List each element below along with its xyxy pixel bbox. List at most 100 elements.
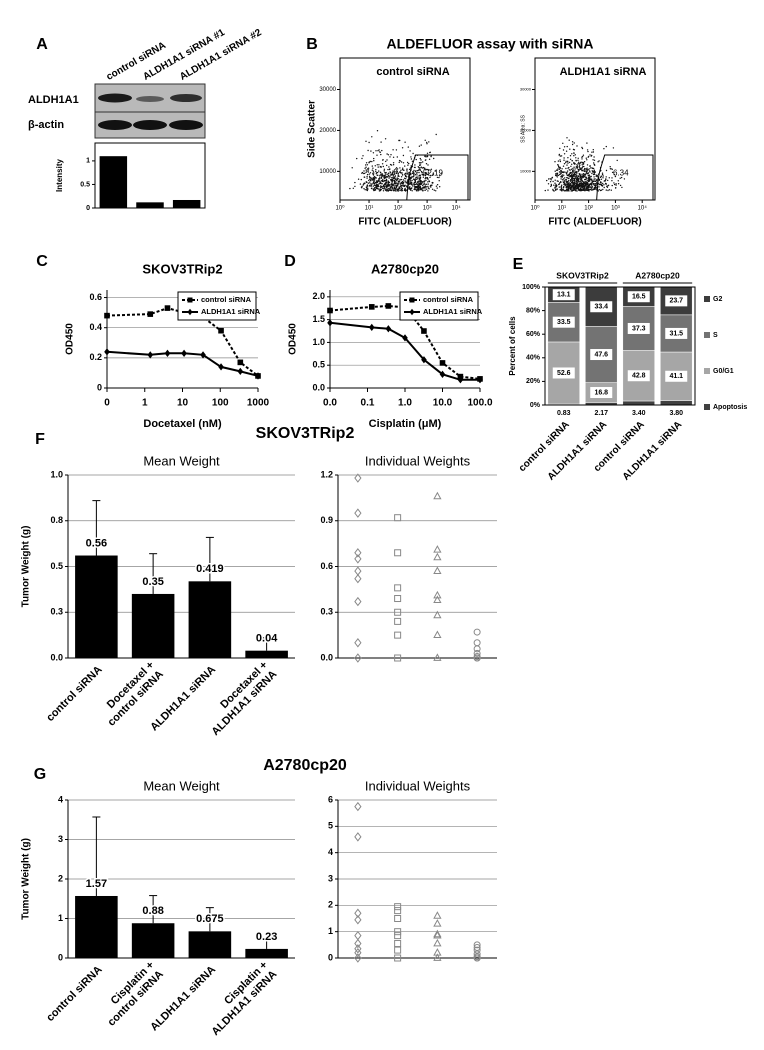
event-dot	[556, 174, 559, 176]
event-dot	[566, 137, 568, 139]
event-dot	[561, 179, 564, 181]
blot-band-label: β-actin	[28, 119, 64, 131]
label-box	[665, 327, 688, 339]
event-dot	[565, 185, 568, 187]
event-dot	[418, 182, 420, 184]
event-dot	[357, 178, 360, 180]
event-dot	[582, 154, 585, 156]
event-dot	[366, 168, 369, 170]
y-tick-label: 1.0	[50, 469, 63, 479]
legend-label: S	[713, 332, 718, 339]
event-dot	[409, 177, 411, 179]
event-dot	[382, 159, 384, 161]
event-dot	[589, 171, 591, 173]
event-dot	[579, 175, 582, 178]
event-dot	[414, 178, 416, 180]
marker	[327, 319, 333, 327]
event-dot	[610, 189, 612, 191]
event-dot	[398, 182, 400, 184]
event-dot	[552, 188, 554, 191]
event-dot	[556, 172, 559, 175]
event-dot	[574, 163, 576, 165]
marker	[394, 595, 402, 603]
data-label: 16.8	[594, 389, 608, 396]
marker	[433, 919, 442, 927]
event-dot	[420, 183, 423, 185]
event-dot	[605, 176, 607, 178]
event-dot	[427, 181, 429, 183]
event-dot	[400, 169, 402, 171]
event-dot	[365, 171, 367, 173]
event-dot	[417, 169, 420, 171]
marker	[433, 911, 442, 919]
x-tick-label: 10³	[423, 206, 432, 212]
event-dot	[372, 185, 374, 187]
event-dot	[579, 161, 582, 164]
event-dot	[402, 167, 404, 169]
event-dot	[573, 161, 575, 164]
marker	[402, 334, 408, 342]
event-dot	[372, 172, 375, 174]
event-dot	[378, 164, 380, 166]
event-dot	[428, 158, 431, 160]
event-dot	[363, 188, 365, 190]
series-line	[106, 307, 259, 377]
series-line	[329, 321, 480, 381]
label-box	[665, 370, 688, 382]
marker	[354, 915, 362, 925]
event-dot	[418, 171, 420, 174]
event-dot	[579, 180, 581, 183]
event-dot	[370, 150, 372, 152]
event-dot	[603, 184, 605, 186]
event-dot	[577, 159, 579, 161]
panel-letter: A	[36, 36, 48, 53]
event-dot	[561, 168, 563, 170]
y-tick-label: 0.0	[320, 652, 333, 662]
event-dot	[571, 143, 574, 146]
event-dot	[569, 179, 572, 181]
event-dot	[584, 181, 586, 184]
label-box	[552, 289, 575, 301]
y-tick-label: 0.0	[50, 652, 63, 662]
marker	[439, 370, 446, 378]
event-dot	[571, 184, 573, 186]
event-dot	[388, 175, 390, 177]
event-dot	[600, 178, 603, 180]
event-dot	[549, 181, 552, 183]
event-dot	[569, 172, 571, 175]
marker	[368, 323, 375, 332]
event-dot	[362, 155, 364, 157]
event-dot	[582, 162, 584, 164]
event-dot	[368, 185, 371, 187]
event-dot	[405, 176, 408, 178]
event-dot	[546, 179, 548, 182]
event-dot	[613, 182, 615, 184]
event-dot	[432, 173, 434, 175]
event-dot	[572, 170, 574, 173]
event-dot	[420, 144, 422, 146]
marker	[237, 367, 244, 376]
event-dot	[417, 176, 419, 178]
legend-swatch	[704, 296, 710, 302]
chart-title: Individual Weights	[365, 453, 471, 468]
event-dot	[392, 164, 395, 166]
event-dot	[605, 145, 607, 148]
event-dot	[557, 160, 560, 162]
event-dot	[608, 177, 610, 179]
data-label: 37.3	[632, 325, 646, 332]
event-dot	[623, 178, 626, 180]
event-dot	[409, 188, 411, 191]
event-dot	[370, 179, 372, 182]
event-dot	[584, 190, 586, 192]
event-dot	[400, 187, 403, 189]
event-dot	[414, 174, 417, 176]
event-dot	[389, 156, 391, 158]
event-dot	[428, 141, 430, 143]
event-dot	[366, 173, 369, 176]
data-label: 47.6	[594, 351, 608, 358]
gate	[596, 154, 654, 201]
event-dot	[403, 177, 406, 179]
event-dot	[403, 185, 405, 187]
event-dot	[563, 182, 565, 184]
